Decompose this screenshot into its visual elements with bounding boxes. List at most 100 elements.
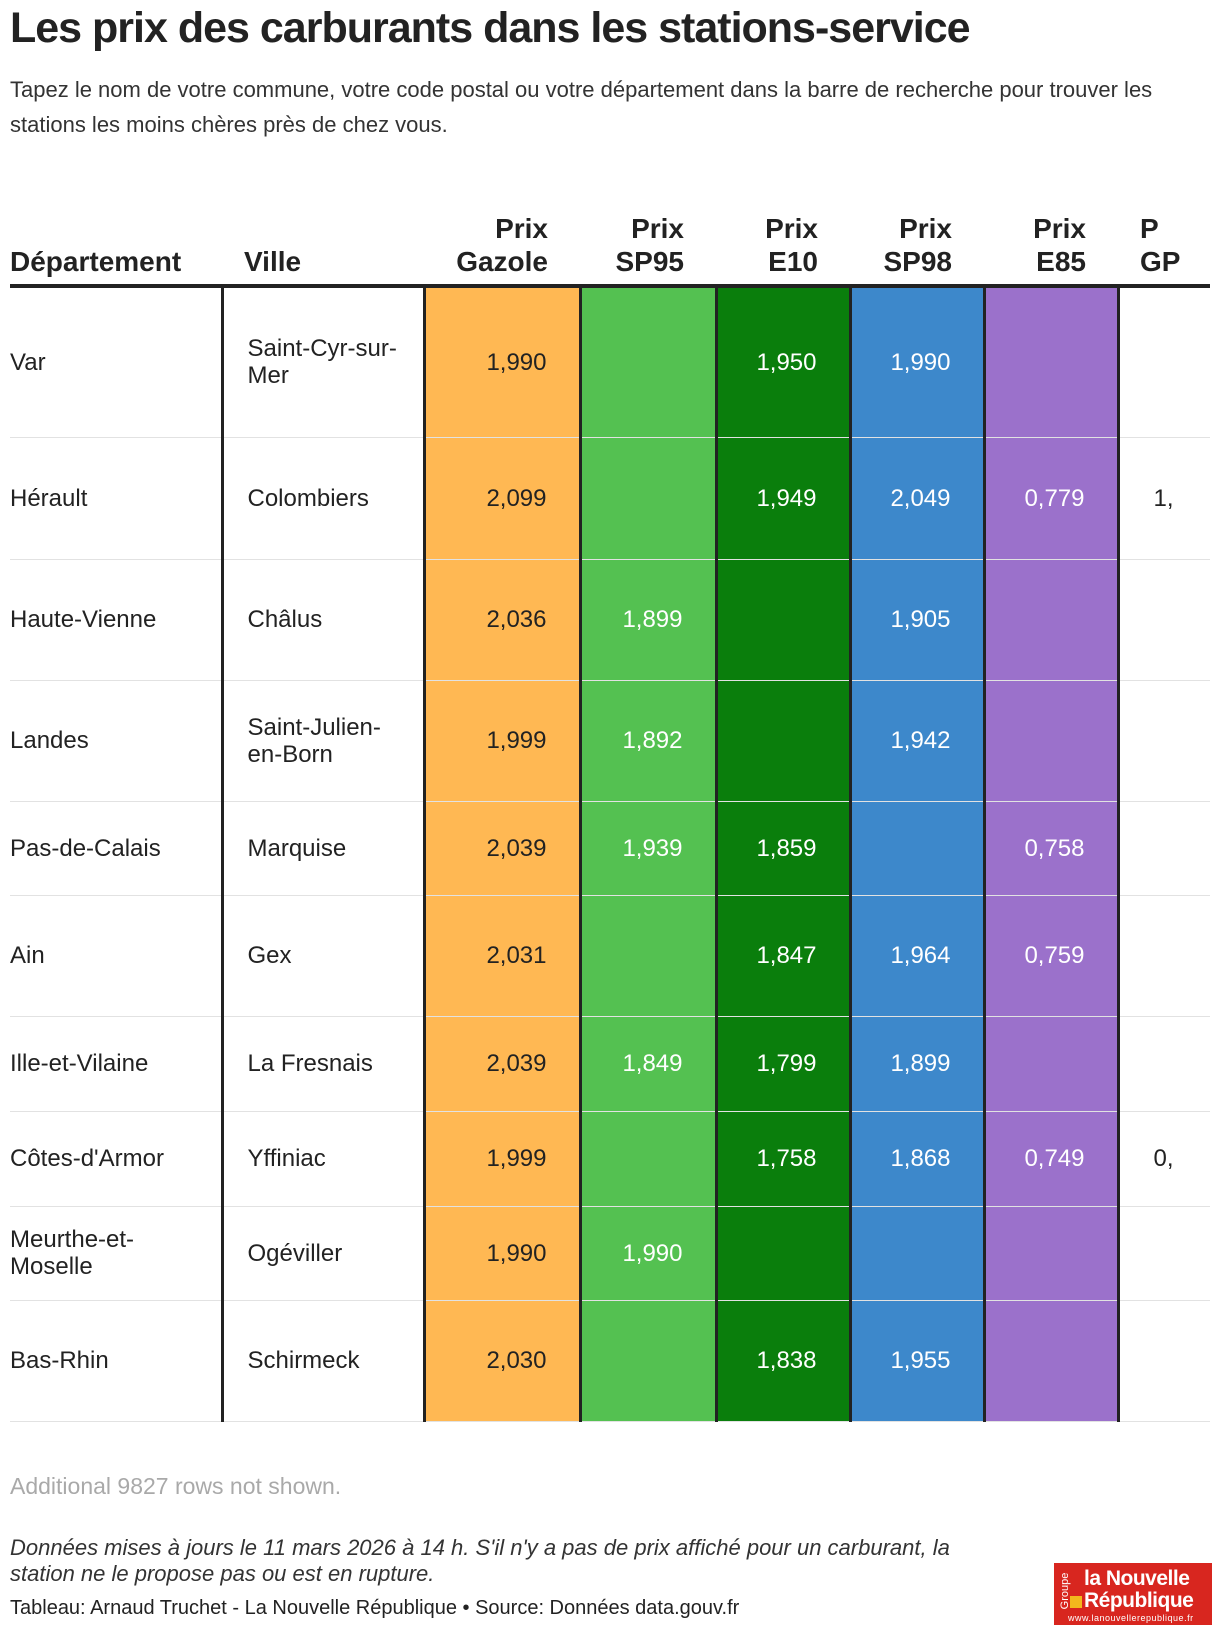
cell-e10: 1,859 <box>714 801 850 896</box>
column-header-line: Ville <box>244 246 302 277</box>
column-header-line: Prix <box>765 213 818 244</box>
cell-departement: Bas-Rhin <box>10 1300 222 1422</box>
logo-square-icon <box>1070 1596 1082 1608</box>
chart-subtitle: Tapez le nom de votre commune, votre cod… <box>10 77 1153 137</box>
column-header-line: GP <box>1140 246 1181 277</box>
cell-sp95 <box>578 895 716 1017</box>
cell-gpl <box>1118 1206 1210 1301</box>
cell-e10 <box>714 559 850 681</box>
cell-ville: Ogéviller <box>220 1206 424 1301</box>
cell-departement: Hérault <box>10 437 222 560</box>
cell-departement: Haute-Vienne <box>10 559 222 681</box>
cell-e10 <box>714 1206 850 1301</box>
cell-e10: 1,838 <box>714 1300 850 1422</box>
cell-e85 <box>982 286 1120 438</box>
table-row: Bas-Rhin Schirmeck 2,030 1,838 1,955 <box>10 1300 1210 1422</box>
cell-e85 <box>982 1300 1120 1422</box>
cell-ville: Châlus <box>220 559 424 681</box>
table-header-row: Département Ville Prix Gazole Prix SP95 Prix E1… <box>10 182 1210 288</box>
cell-gazole: 2,031 <box>422 895 580 1017</box>
cell-e85 <box>982 1206 1120 1301</box>
logo-line-1: la Nouvelle <box>1084 1567 1190 1590</box>
cell-gazole: 2,030 <box>422 1300 580 1422</box>
cell-e85: 0,758 <box>982 801 1120 896</box>
table-row: Hérault Colombiers 2,099 1,949 2,049 0,779 1, <box>10 437 1210 560</box>
cell-gpl <box>1118 559 1210 681</box>
more-rows-note: Additional 9827 rows not shown. <box>10 1473 342 1499</box>
cell-departement: Landes <box>10 680 222 802</box>
cell-sp95: 1,849 <box>578 1016 716 1112</box>
column-header-gazole: Prix Gazole <box>424 182 580 288</box>
cell-sp95 <box>578 286 716 438</box>
cell-e85: 0,779 <box>982 437 1120 560</box>
cell-gpl: 1, <box>1118 437 1210 560</box>
cell-gazole: 2,039 <box>422 801 580 896</box>
logo-url: www.lanouvellerepublique.fr <box>1068 1613 1194 1623</box>
column-header-line: Prix <box>495 213 548 244</box>
cell-sp95 <box>578 1111 716 1207</box>
table-row: Ille-et-Vilaine La Fresnais 2,039 1,849 1,79… <box>10 1016 1210 1112</box>
cell-sp95 <box>578 437 716 560</box>
cell-sp98: 1,899 <box>848 1016 984 1112</box>
cell-e85 <box>982 1016 1120 1112</box>
column-header-line: Département <box>10 246 182 277</box>
cell-departement: Var <box>10 286 222 438</box>
cell-sp98: 1,942 <box>848 680 984 802</box>
cell-sp95 <box>578 1300 716 1422</box>
column-header-departement: Département <box>10 182 222 288</box>
cell-sp98: 1,905 <box>848 559 984 681</box>
cell-e85: 0,759 <box>982 895 1120 1017</box>
column-header-e85: Prix E85 <box>984 182 1118 288</box>
cell-ville: Saint-Cyr-sur-Mer <box>220 286 424 438</box>
cell-sp95: 1,892 <box>578 680 716 802</box>
column-header-line: E85 <box>1036 246 1086 277</box>
column-header-ville: Ville <box>222 182 424 288</box>
column-header-gpl: P GP <box>1118 182 1210 288</box>
cell-gazole: 2,036 <box>422 559 580 681</box>
logo-groupe-text: Groupe <box>1059 1572 1071 1610</box>
cell-gpl: 0, <box>1118 1111 1210 1207</box>
cell-departement: Ille-et-Vilaine <box>10 1016 222 1112</box>
table-row: Haute-Vienne Châlus 2,036 1,899 1,905 <box>10 559 1210 681</box>
logo-line-2: République <box>1084 1589 1194 1612</box>
cell-departement: Meurthe-et-Moselle <box>10 1206 222 1301</box>
cell-sp95: 1,939 <box>578 801 716 896</box>
cell-sp98 <box>848 1206 984 1301</box>
cell-sp98: 1,868 <box>848 1111 984 1207</box>
column-header-line: Prix <box>899 213 952 244</box>
column-header-sp95: Prix SP95 <box>580 182 716 288</box>
cell-gazole: 2,099 <box>422 437 580 560</box>
cell-ville: Saint-Julien-en-Born <box>220 680 424 802</box>
cell-ville: Gex <box>220 895 424 1017</box>
source-credit: Tableau: Arnaud Truchet - La Nouvelle Ré… <box>10 1597 740 1619</box>
cell-e10: 1,949 <box>714 437 850 560</box>
cell-gpl <box>1118 801 1210 896</box>
cell-gpl <box>1118 286 1210 438</box>
cell-ville: Marquise <box>220 801 424 896</box>
cell-sp95: 1,899 <box>578 559 716 681</box>
column-header-e10: Prix E10 <box>716 182 850 288</box>
table-row: Var Saint-Cyr-sur-Mer 1,990 1,950 1,990 <box>10 286 1210 438</box>
cell-e10 <box>714 680 850 802</box>
cell-departement: Ain <box>10 895 222 1017</box>
column-header-line: Prix <box>1033 213 1086 244</box>
column-header-line: E10 <box>768 246 818 277</box>
cell-e10: 1,847 <box>714 895 850 1017</box>
cell-sp98: 1,964 <box>848 895 984 1017</box>
cell-ville: Schirmeck <box>220 1300 424 1422</box>
cell-ville: Colombiers <box>220 437 424 560</box>
cell-e10: 1,799 <box>714 1016 850 1112</box>
column-header-line: Prix <box>631 213 684 244</box>
cell-ville: La Fresnais <box>220 1016 424 1112</box>
cell-gazole: 1,990 <box>422 1206 580 1301</box>
cell-e10: 1,950 <box>714 286 850 438</box>
cell-gazole: 1,999 <box>422 1111 580 1207</box>
cell-gpl <box>1118 1300 1210 1422</box>
table-row: Meurthe-et-Moselle Ogéviller 1,990 1,990 <box>10 1206 1210 1301</box>
prices-table-container[interactable]: Département Ville Prix Gazole Prix SP95 Prix E1… <box>10 182 1210 1464</box>
cell-sp98: 2,049 <box>848 437 984 560</box>
cell-gpl <box>1118 895 1210 1017</box>
cell-sp98: 1,955 <box>848 1300 984 1422</box>
chart-title: Les prix des carburants dans les station… <box>10 4 971 52</box>
cell-gpl <box>1118 1016 1210 1112</box>
